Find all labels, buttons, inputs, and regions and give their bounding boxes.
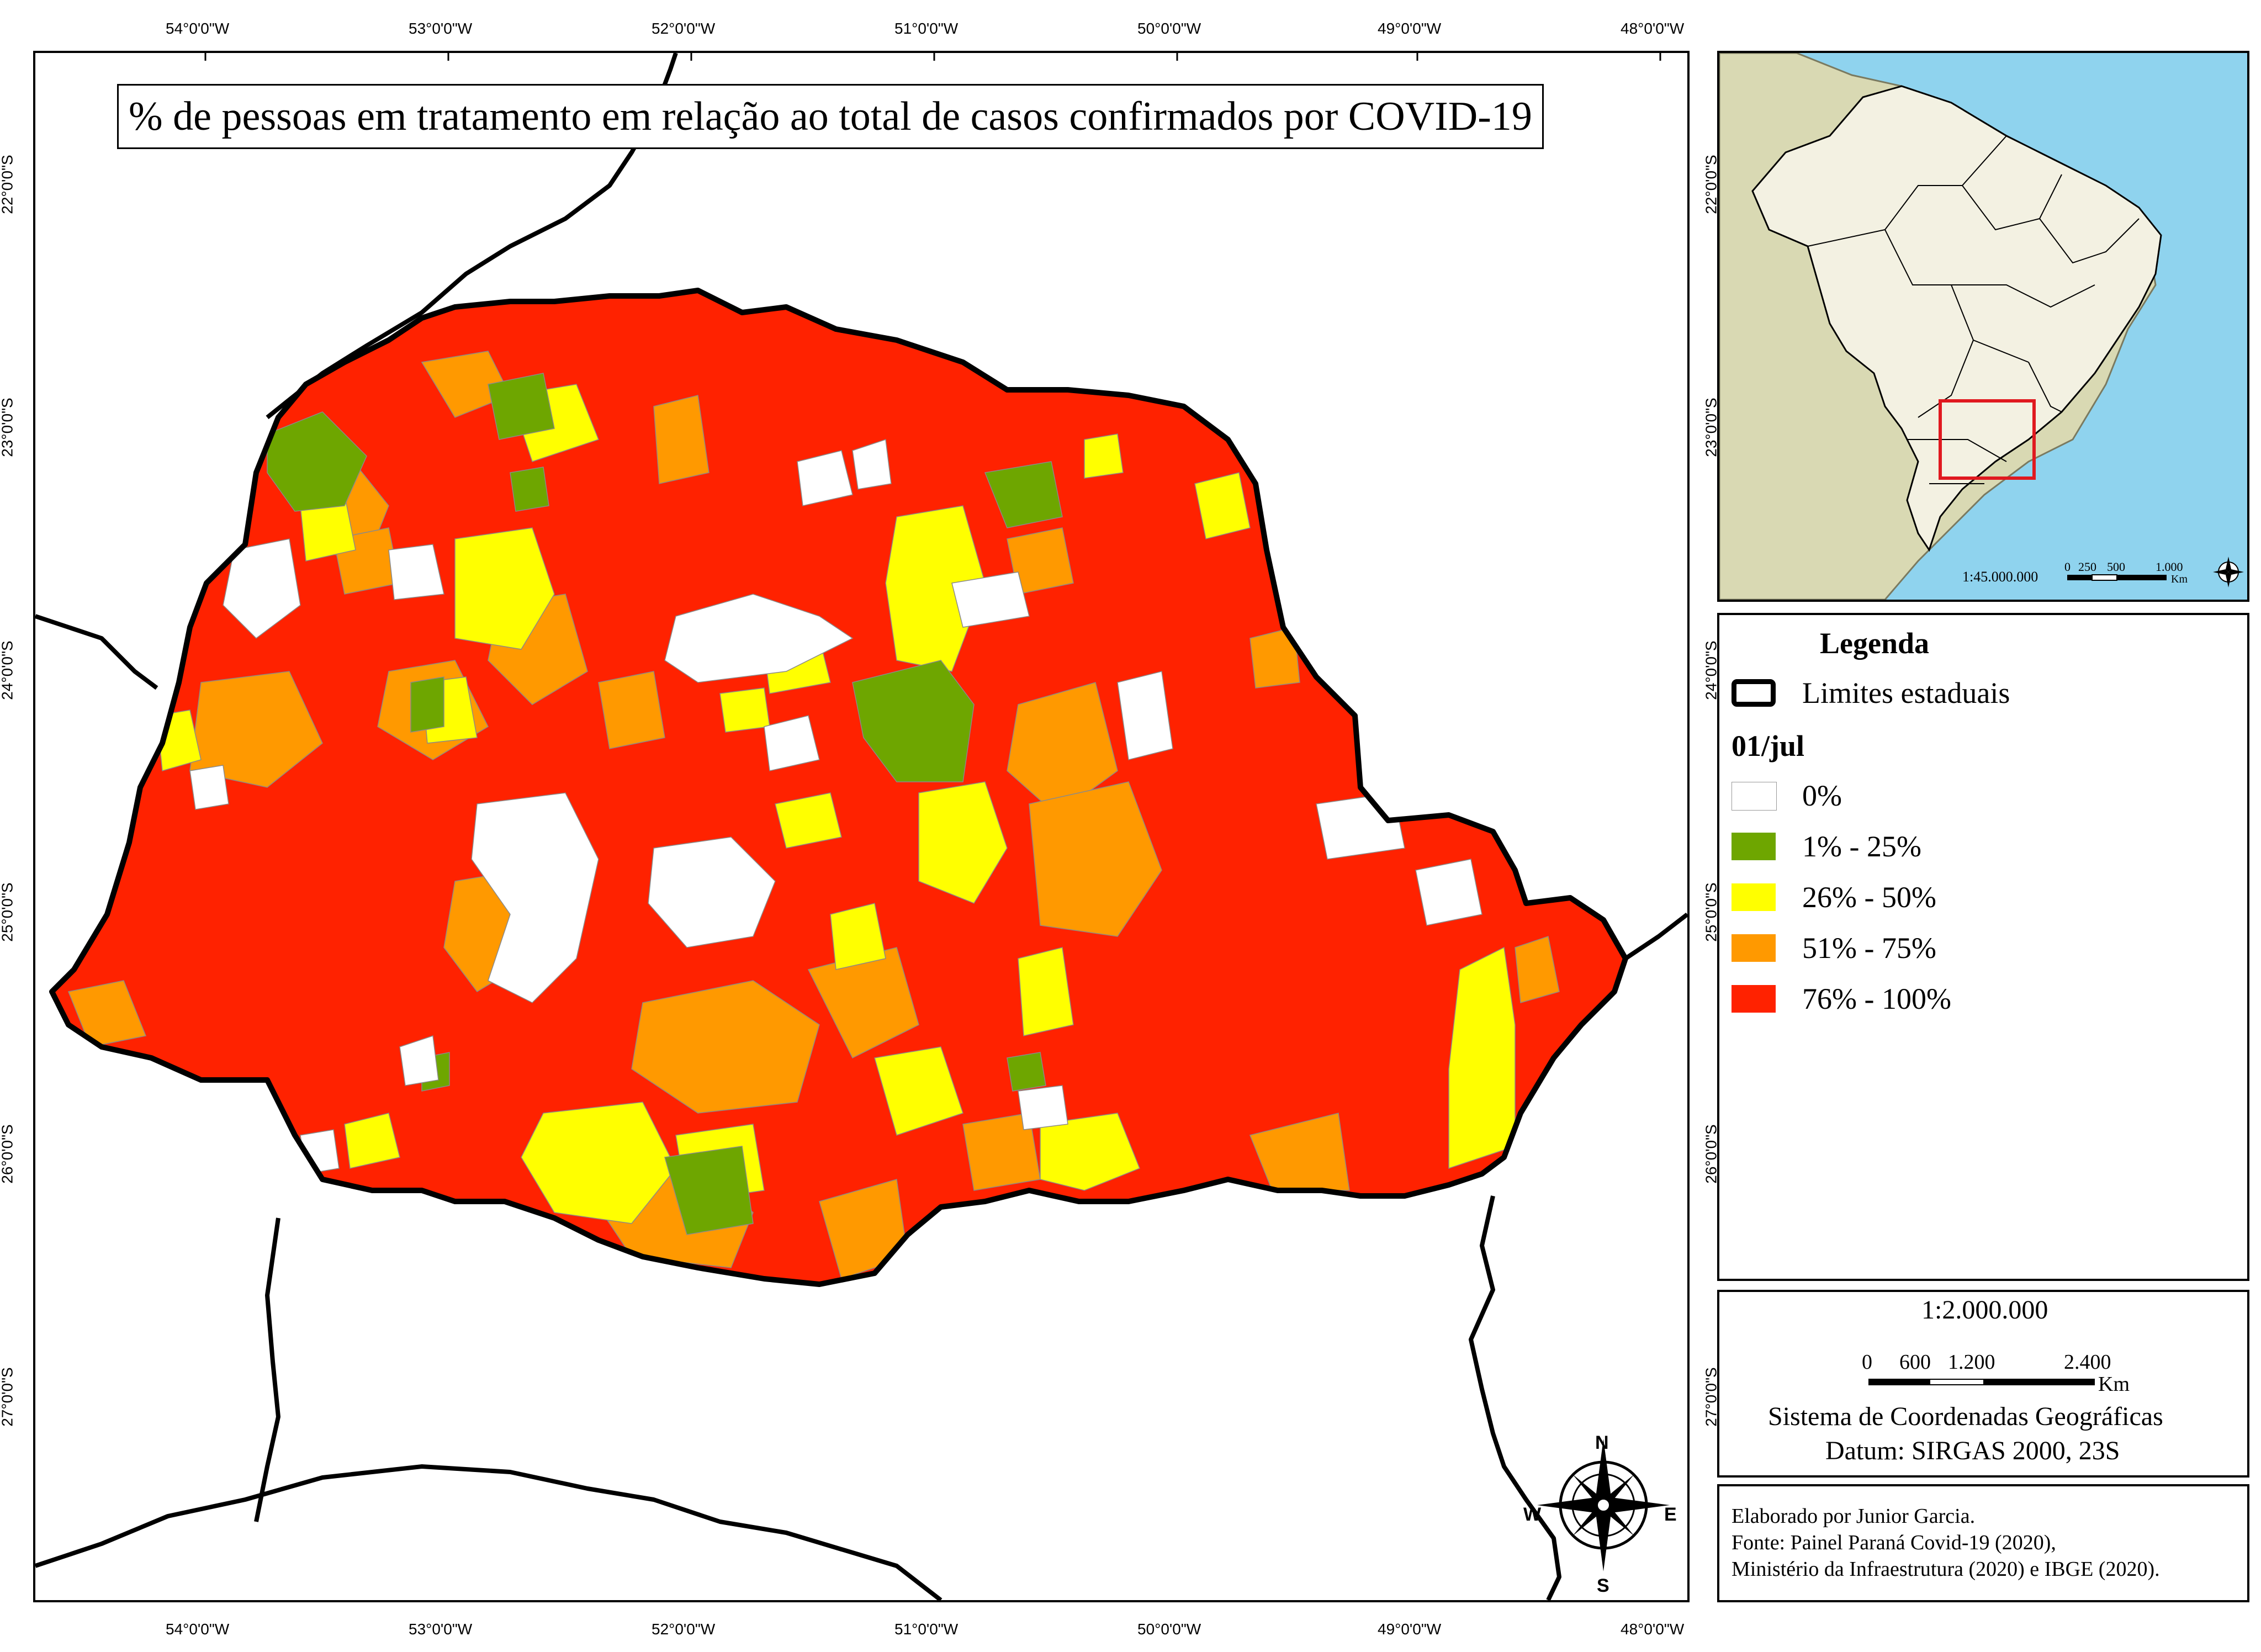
lon-label: 53°0'0"W: [409, 20, 473, 37]
credit-source-cont: Ministério da Infraestrutura (2020) e IB…: [1732, 1558, 2160, 1581]
scalebar-label: 2.400: [2064, 1351, 2111, 1374]
lon-label: 52°0'0"W: [652, 1621, 716, 1638]
lon-label: 53°0'0"W: [409, 1621, 473, 1638]
lon-label: 54°0'0"W: [166, 20, 230, 37]
lon-label: 48°0'0"W: [1621, 1621, 1685, 1638]
legend-date: 01/jul: [1732, 729, 1805, 763]
brazil-shape: [1751, 85, 2162, 552]
scalebar-label: 0: [1862, 1351, 1872, 1374]
legend-swatch: [1732, 985, 1776, 1013]
lat-label: 27°0'0"S: [0, 1367, 16, 1427]
lon-label: 51°0'0"W: [894, 1621, 959, 1638]
lon-label: 52°0'0"W: [652, 20, 716, 37]
crs-text: Sistema de Coordenadas Geográficas: [1768, 1402, 2163, 1431]
legend-class-label: 26% - 50%: [1802, 881, 1936, 914]
legend-swatch: [1732, 833, 1776, 860]
frame-ticks: [204, 53, 1661, 61]
inset-scalebar-unit: Km: [2171, 573, 2188, 585]
map-title: % de pessoas em tratamento em relação ao…: [117, 84, 1544, 149]
inset-compass-icon: [2213, 557, 2244, 587]
scalebar: 0 600 1.200 2.400 Km: [1862, 1350, 2132, 1494]
scalebar-label: 600: [1899, 1351, 1931, 1374]
lat-label: 24°0'0"S: [0, 640, 16, 700]
inset-scalebar-label: 500: [2107, 560, 2125, 574]
lon-label: 48°0'0"W: [1621, 20, 1685, 37]
credits-panel: [1717, 1484, 2249, 1602]
datum-text: Datum: SIRGAS 2000, 23S: [1825, 1436, 2120, 1465]
north-arrow-icon: [1537, 1439, 1670, 1571]
inset-map-frame: 1:45.000.000 0 250 500 1.000 Km: [1717, 51, 2249, 602]
lon-label: 50°0'0"W: [1137, 1621, 1201, 1638]
map-scale-text: 1:2.000.000: [1921, 1295, 2048, 1325]
compass-e-label: E: [1664, 1504, 1677, 1525]
credit-source: Fonte: Painel Paraná Covid-19 (2020),: [1732, 1531, 2056, 1554]
inset-map: [1719, 53, 2244, 600]
inset-scalebar-label: 1.000: [2156, 560, 2183, 574]
legend-title: Legenda: [1820, 627, 1930, 660]
legend-class-label: 51% - 75%: [1802, 931, 1936, 965]
legend-class-label: 0%: [1802, 779, 1842, 812]
lat-label: 22°0'0"S: [0, 155, 16, 214]
compass-w-label: W: [1523, 1504, 1542, 1525]
inset-state-lines: [1807, 135, 2140, 484]
lon-label: 54°0'0"W: [166, 1621, 230, 1638]
legend-panel: [1717, 613, 2249, 1281]
boundary-swatch: [1732, 679, 1776, 707]
credit-author: Elaborado por Junior Garcia.: [1732, 1505, 1976, 1528]
legend-swatch: [1732, 934, 1776, 962]
legend-class-label: 76% - 100%: [1802, 982, 1951, 1015]
inset-scalebar-label: 250: [2078, 560, 2096, 574]
main-map-frame: N S E W: [33, 51, 1690, 1602]
lat-label: 25°0'0"S: [0, 882, 16, 942]
legend-swatch: [1732, 782, 1777, 811]
scalebar-label: 1.200: [1948, 1351, 1995, 1374]
lon-label: 49°0'0"W: [1378, 1621, 1442, 1638]
lat-label: 26°0'0"S: [0, 1124, 16, 1184]
lon-label: 49°0'0"W: [1378, 20, 1442, 37]
compass-n-label: N: [1595, 1432, 1609, 1453]
legend-swatch: [1732, 883, 1776, 911]
legend-boundary-label: Limites estaduais: [1802, 676, 2010, 709]
lon-label: 50°0'0"W: [1137, 20, 1201, 37]
inset-highlight-box: [1939, 399, 2036, 480]
lat-label: 23°0'0"S: [0, 398, 16, 457]
compass-s-label: S: [1597, 1575, 1609, 1596]
parana-map: [35, 53, 1687, 1600]
legend-class-label: 1% - 25%: [1802, 830, 1921, 863]
inset-scale-text: 1:45.000.000: [1962, 569, 2038, 585]
lon-label: 51°0'0"W: [894, 20, 959, 37]
parana-boundary: [49, 288, 1628, 1287]
inset-scalebar-label: 0: [2064, 560, 2071, 574]
inset-scalebar: [2067, 574, 2167, 581]
scalebar-unit: Km: [2098, 1373, 2130, 1396]
municipalities: [52, 290, 1625, 1284]
